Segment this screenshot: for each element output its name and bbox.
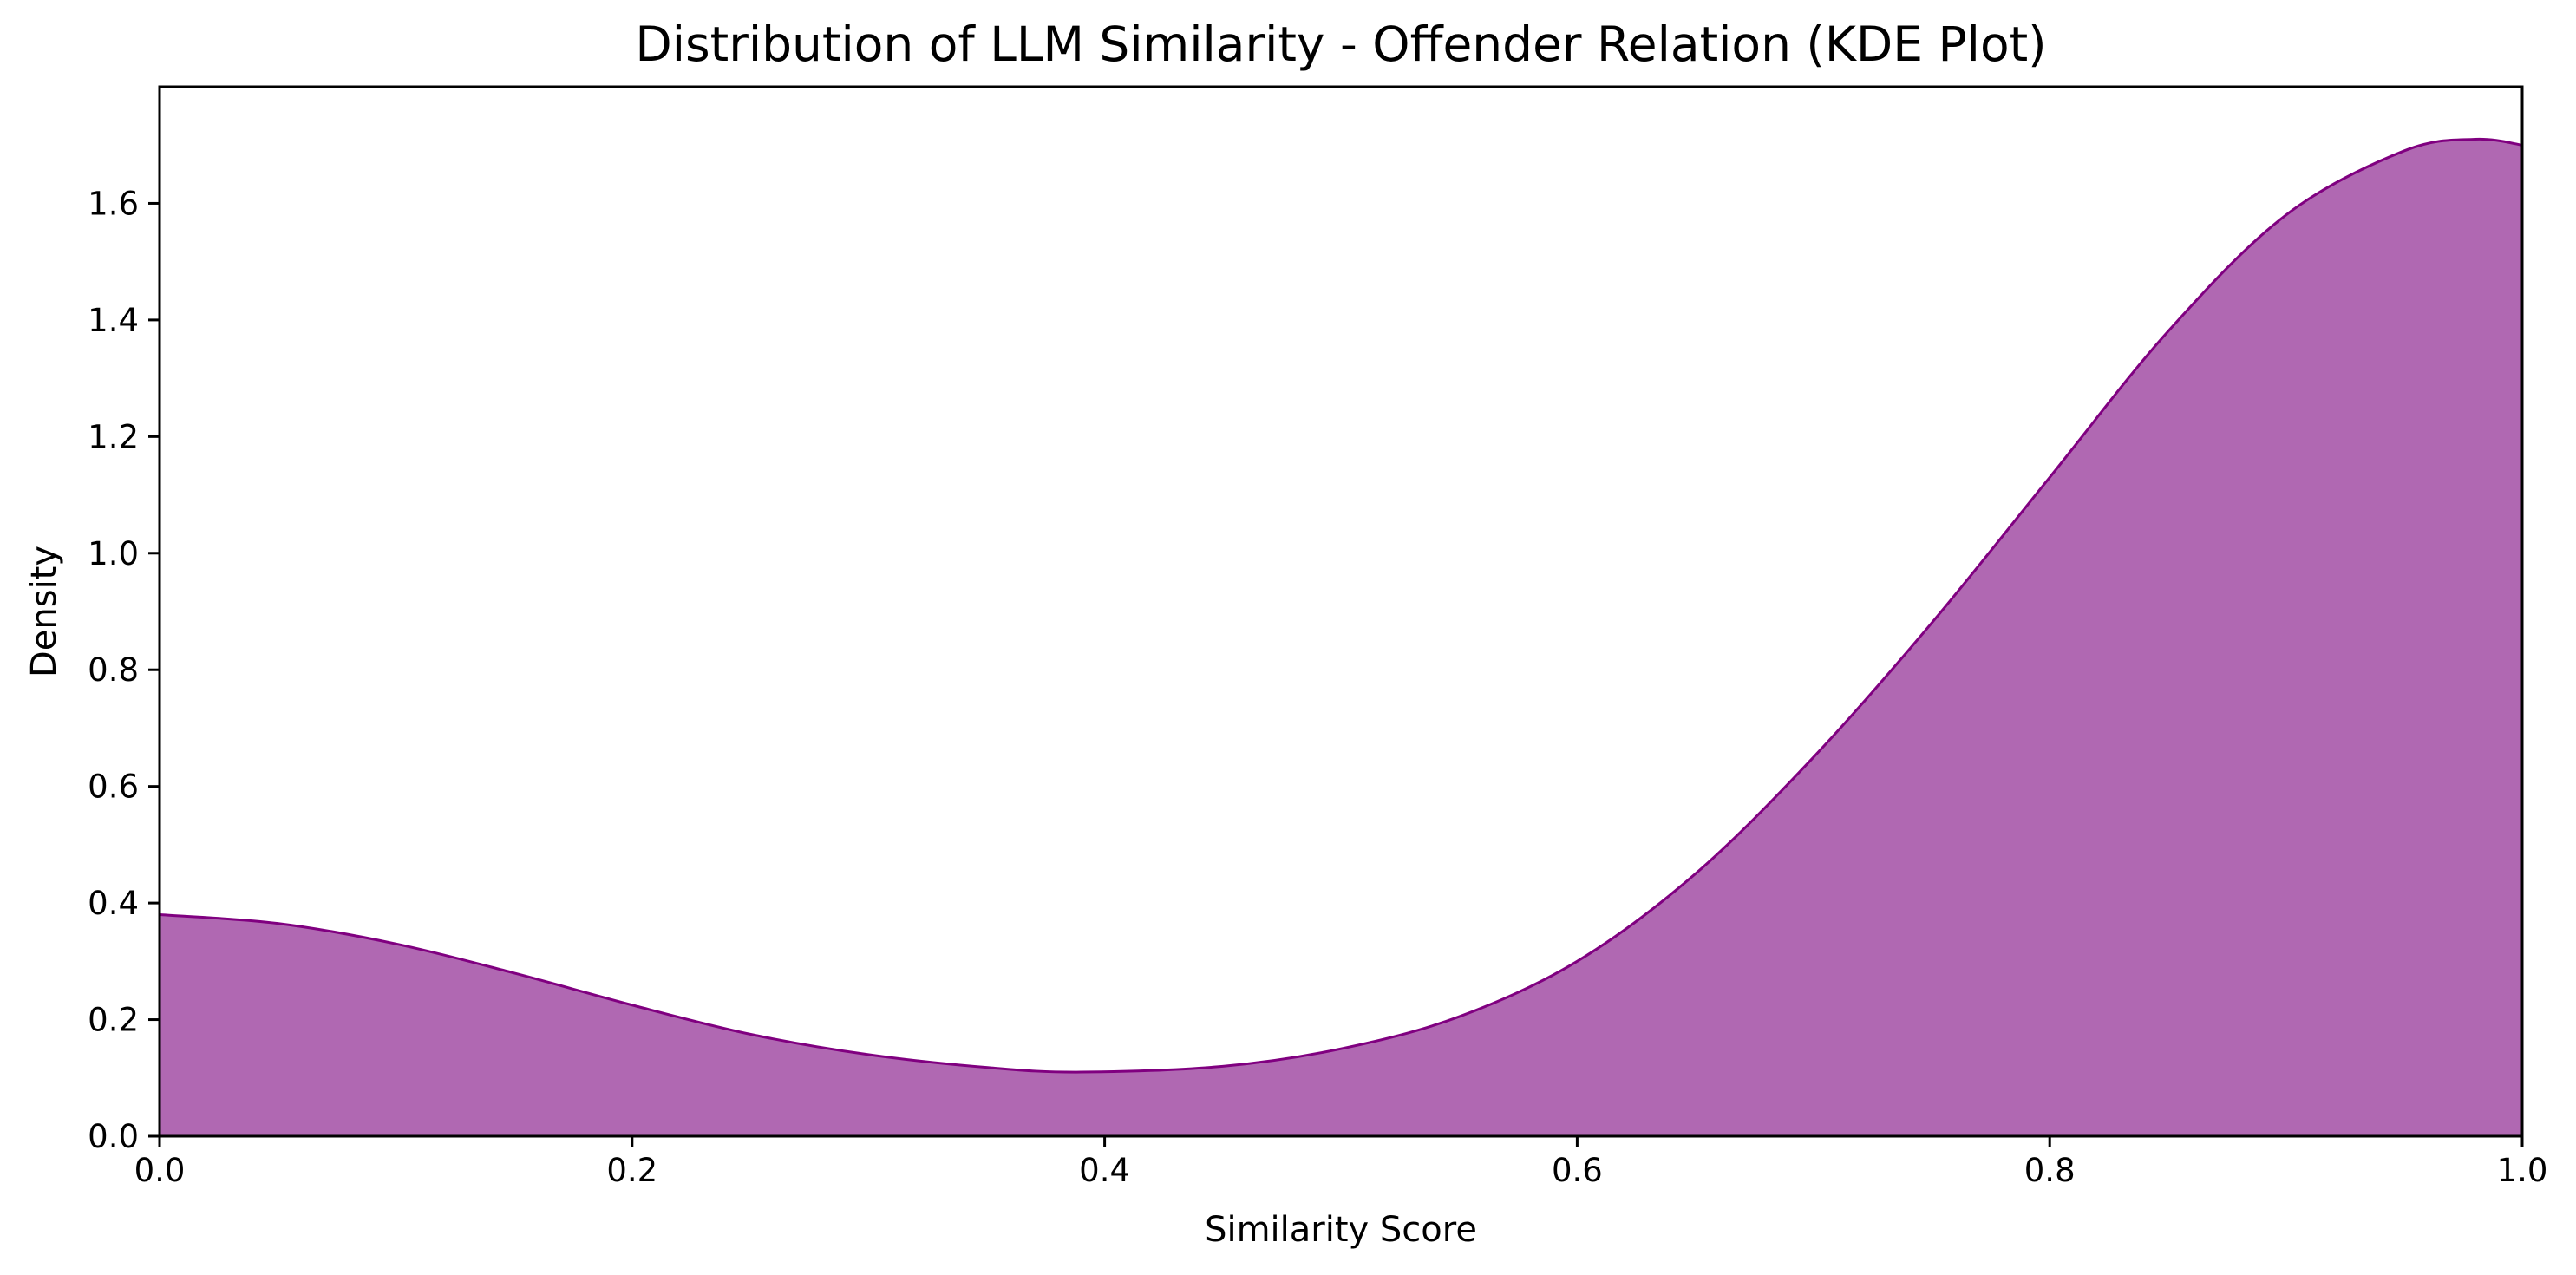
y-axis-label: Density xyxy=(24,546,64,677)
x-tick-label: 0.4 xyxy=(1079,1152,1130,1189)
x-tick-label: 0.0 xyxy=(134,1152,186,1189)
y-tick-label: 1.6 xyxy=(88,185,139,222)
plot-area xyxy=(159,137,2523,1137)
chart-title: Distribution of LLM Similarity - Offende… xyxy=(635,16,2046,72)
y-tick-label: 0.4 xyxy=(88,885,139,922)
x-axis: 0.0 0.2 0.4 0.6 0.8 1.0 xyxy=(134,1136,2548,1189)
y-tick-label: 0.6 xyxy=(88,768,139,806)
y-tick-label: 0.2 xyxy=(88,1002,139,1039)
x-axis-label: Similarity Score xyxy=(1205,1210,1477,1250)
y-axis: 0.0 0.2 0.4 0.6 0.8 1.0 1.2 1.4 1.6 xyxy=(88,185,160,1155)
y-tick-label: 1.2 xyxy=(88,418,139,455)
y-tick-label: 1.0 xyxy=(88,535,139,572)
x-tick-label: 0.8 xyxy=(2024,1152,2076,1189)
y-tick-label: 0.8 xyxy=(88,651,139,689)
x-tick-label: 1.0 xyxy=(2497,1152,2548,1189)
plot-frame xyxy=(158,85,2524,1138)
x-tick-label: 0.2 xyxy=(606,1152,657,1189)
y-tick-label: 0.0 xyxy=(88,1118,139,1155)
y-tick-label: 1.4 xyxy=(88,302,139,339)
kde-curve-line-0 xyxy=(159,137,2523,1074)
x-tick-label: 0.6 xyxy=(1552,1152,1603,1189)
kde-area-fill-0 xyxy=(160,139,2522,1137)
